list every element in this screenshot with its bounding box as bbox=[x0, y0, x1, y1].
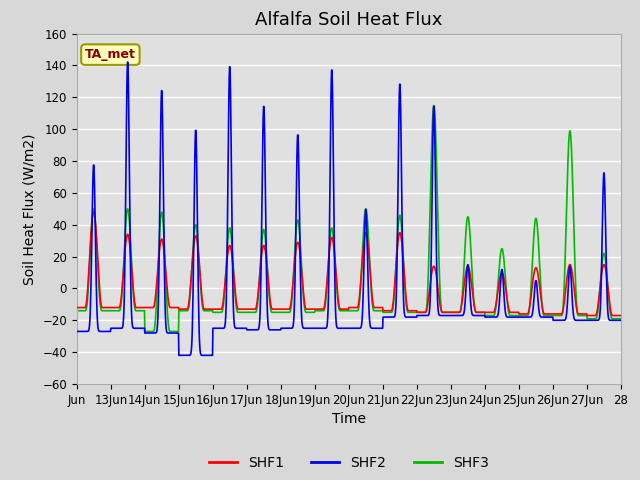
Text: TA_met: TA_met bbox=[85, 48, 136, 61]
Y-axis label: Soil Heat Flux (W/m2): Soil Heat Flux (W/m2) bbox=[23, 133, 36, 285]
X-axis label: Time: Time bbox=[332, 412, 366, 426]
Legend: SHF1, SHF2, SHF3: SHF1, SHF2, SHF3 bbox=[204, 450, 494, 475]
Title: Alfalfa Soil Heat Flux: Alfalfa Soil Heat Flux bbox=[255, 11, 442, 29]
